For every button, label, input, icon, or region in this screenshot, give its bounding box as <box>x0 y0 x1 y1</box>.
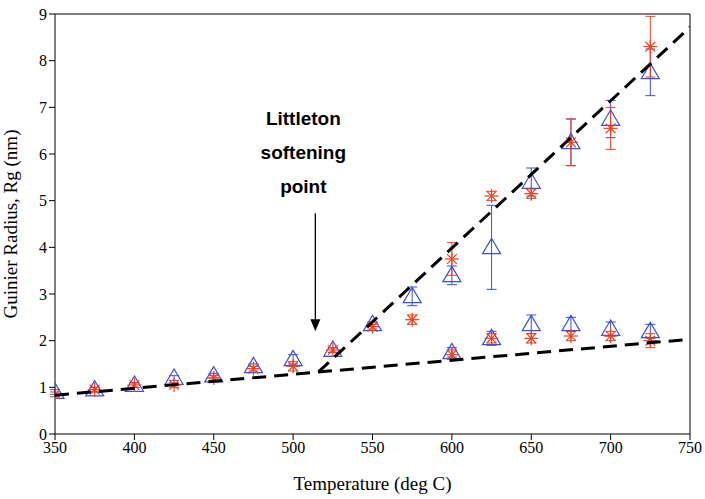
svg-text:600: 600 <box>440 439 464 456</box>
svg-text:5: 5 <box>39 192 47 209</box>
svg-text:0: 0 <box>39 426 47 443</box>
svg-text:Temperature (deg C): Temperature (deg C) <box>294 473 452 495</box>
svg-text:700: 700 <box>599 439 623 456</box>
svg-text:3: 3 <box>39 286 47 303</box>
svg-text:softening: softening <box>261 142 347 163</box>
svg-text:8: 8 <box>39 52 47 69</box>
svg-text:4: 4 <box>39 239 47 256</box>
svg-text:500: 500 <box>281 439 305 456</box>
svg-text:1: 1 <box>39 379 47 396</box>
svg-text:750: 750 <box>678 439 697 456</box>
svg-text:400: 400 <box>122 439 146 456</box>
svg-text:Littleton: Littleton <box>266 108 341 129</box>
svg-text:7: 7 <box>39 99 47 116</box>
svg-text:450: 450 <box>202 439 226 456</box>
svg-text:9: 9 <box>39 6 47 23</box>
svg-text:point: point <box>280 176 327 197</box>
svg-text:550: 550 <box>361 439 385 456</box>
svg-text:650: 650 <box>519 439 543 456</box>
svg-text:350: 350 <box>43 439 67 457</box>
svg-text:Guinier Radius, Rg (nm): Guinier Radius, Rg (nm) <box>8 130 22 319</box>
svg-text:2: 2 <box>39 332 47 349</box>
svg-text:6: 6 <box>39 146 47 163</box>
